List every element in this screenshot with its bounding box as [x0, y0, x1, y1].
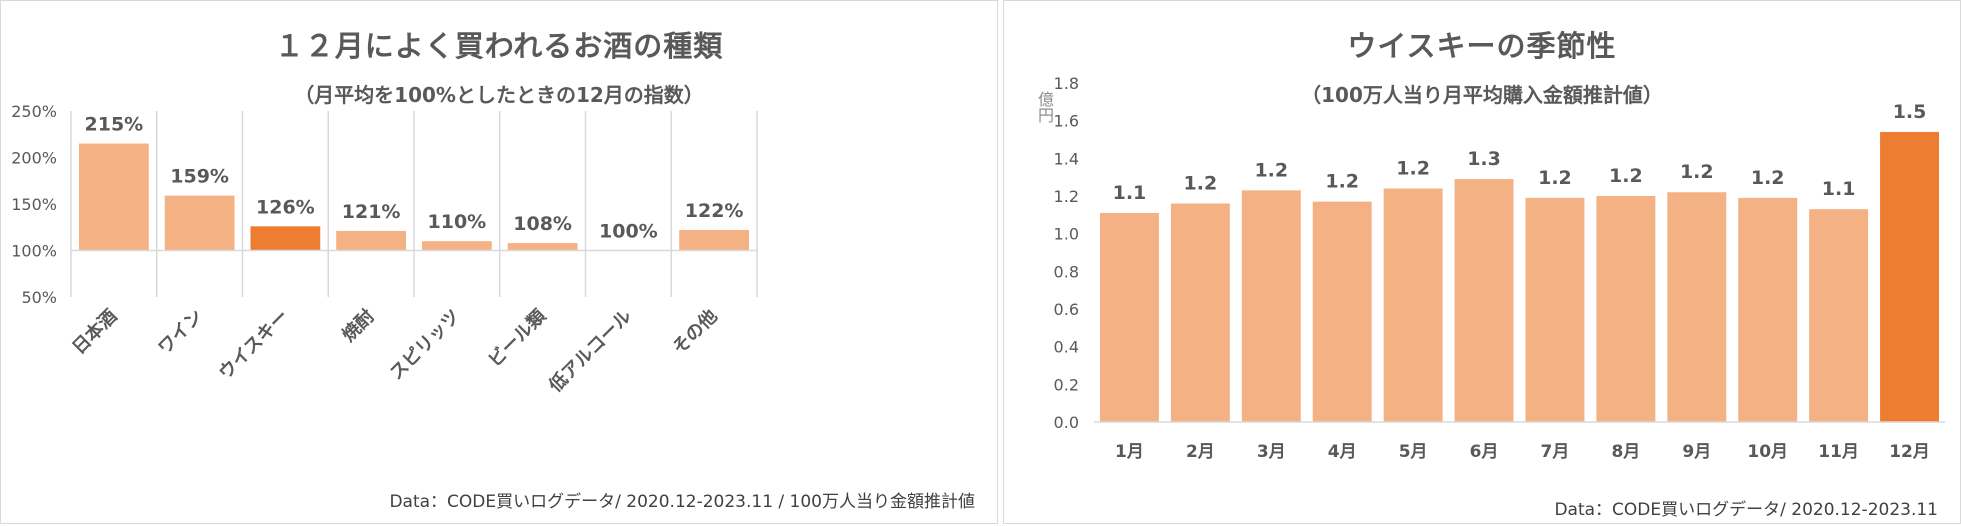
bar: [1241, 190, 1301, 422]
data-label: 1.2: [1396, 157, 1430, 179]
data-label: 1.1: [1822, 178, 1856, 200]
y-tick-label: 50%: [21, 288, 57, 307]
x-category-label: 6月: [1470, 442, 1499, 462]
data-label: 159%: [170, 166, 229, 188]
bar: [1596, 196, 1656, 422]
y-tick-label: 150%: [11, 195, 57, 214]
y-tick-label: 0.6: [1054, 300, 1079, 319]
bar: [250, 226, 321, 251]
x-category-label: 2月: [1186, 442, 1215, 462]
left-chart-plot: 50% 100% 150% 200% 250% 215% 日本酒 159% ワイン 126% ウイス…: [11, 102, 758, 397]
right-chart-panel: ウイスキーの季節性 （100万人当り月平均購入金額推計値） 億円 0.0 0.2 0…: [1003, 0, 1961, 524]
y-tick-label: 0.2: [1054, 375, 1079, 394]
bar: [164, 195, 235, 251]
y-tick-label: 200%: [11, 149, 57, 168]
bar: [79, 143, 149, 251]
bar: [1312, 201, 1372, 422]
y-tick-label: 0.4: [1054, 338, 1079, 357]
right-chart-plot: 0.0 0.2 0.4 0.6 0.8 1.0 1.2 1.4 1.6 1.8 1.1 1月 1.2 2月…: [1054, 74, 1945, 462]
bar: [1454, 179, 1514, 422]
bar: [1667, 192, 1727, 422]
bar: [1383, 188, 1443, 422]
data-label: 1.1: [1113, 182, 1147, 204]
chart-subtitle: （100万人当り月平均購入金額推計値）: [1301, 83, 1663, 107]
data-source-note: Data：CODE買いログデータ/ 2020.12-2023.11 / 100万…: [389, 492, 975, 512]
x-category-label: 焼酎: [338, 305, 379, 346]
x-category-label: 9月: [1682, 442, 1711, 462]
chart-title: ウイスキーの季節性: [1347, 29, 1617, 63]
left-chart-panel: １２月によく買われるお酒の種類 （月平均を100%としたときの12月の指数） 5…: [0, 0, 998, 524]
bar: [507, 243, 578, 251]
data-label: 126%: [256, 196, 315, 218]
bar: [1525, 197, 1585, 422]
data-label: 121%: [342, 201, 401, 223]
x-category-label: その他: [668, 305, 722, 359]
y-tick-label: 0.0: [1054, 413, 1079, 432]
chart-subtitle: （月平均を100%としたときの12月の指数）: [294, 83, 704, 107]
data-label: 122%: [685, 200, 744, 222]
y-tick-label: 1.0: [1054, 225, 1079, 244]
data-label: 215%: [85, 114, 144, 136]
bar: [1170, 203, 1230, 422]
x-category-label: 10月: [1747, 442, 1788, 462]
bar: [679, 230, 749, 251]
data-label: 1.5: [1893, 101, 1927, 123]
x-category-label: 4月: [1328, 442, 1357, 462]
data-label: 1.2: [1325, 171, 1359, 193]
bar: [1809, 209, 1869, 422]
bar: [422, 241, 492, 251]
x-category-label: スピリッツ: [386, 306, 464, 384]
y-tick-label: 100%: [11, 242, 57, 261]
y-tick-label: 1.2: [1054, 187, 1079, 206]
data-label: 1.2: [1609, 165, 1643, 187]
x-category-label: 1月: [1115, 442, 1144, 462]
data-label: 1.3: [1467, 148, 1501, 170]
data-label: 108%: [513, 213, 572, 235]
data-label: 110%: [428, 211, 487, 233]
y-tick-label: 250%: [11, 102, 57, 121]
x-category-label: 11月: [1818, 442, 1859, 462]
y-axis-unit-label: 億円: [1035, 91, 1054, 123]
x-category-label: 3月: [1257, 442, 1286, 462]
y-tick-label: 0.8: [1054, 262, 1079, 281]
data-label: 1.2: [1254, 159, 1288, 181]
x-category-label: ウイスキー: [215, 306, 293, 384]
y-tick-label: 1.8: [1054, 74, 1079, 93]
x-category-label: ワイン: [154, 306, 207, 359]
data-label: 1.2: [1680, 161, 1714, 183]
bar: [1100, 212, 1159, 422]
x-category-label: 低アルコール: [544, 305, 636, 397]
data-source-note: Data：CODE買いログデータ/ 2020.12-2023.11: [1554, 500, 1938, 520]
bar: [1880, 131, 1939, 422]
x-category-label: 8月: [1611, 442, 1640, 462]
data-label: 1.2: [1184, 173, 1218, 195]
x-category-label: 日本酒: [68, 305, 122, 359]
data-label: 1.2: [1751, 167, 1785, 189]
x-category-label: 7月: [1541, 442, 1570, 462]
y-tick-label: 1.6: [1054, 112, 1079, 131]
bar: [336, 230, 406, 251]
y-tick-label: 1.4: [1054, 149, 1079, 168]
chart-title: １２月によく買われるお酒の種類: [274, 29, 724, 63]
data-label: 100%: [599, 221, 658, 243]
data-label: 1.2: [1538, 167, 1572, 189]
x-category-label: 12月: [1889, 442, 1930, 462]
x-category-label: 5月: [1399, 442, 1428, 462]
bar: [1738, 197, 1798, 422]
x-category-label: ビール類: [484, 305, 550, 371]
